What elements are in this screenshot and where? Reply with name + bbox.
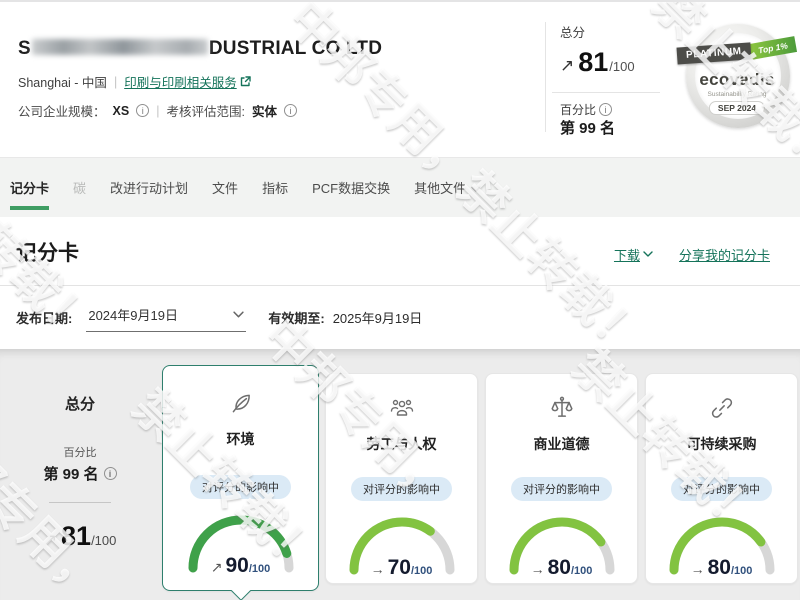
overall-score-value: 81 bbox=[61, 521, 92, 551]
info-icon[interactable] bbox=[103, 467, 117, 480]
redacted-company-name bbox=[31, 39, 208, 55]
company-size-label: 公司企业规模： bbox=[18, 105, 106, 119]
total-score-label: 总分 bbox=[560, 26, 586, 40]
theme-denominator: /100 bbox=[248, 563, 271, 575]
trend-arrow: → bbox=[690, 561, 705, 577]
theme-title: 可持续采购 bbox=[686, 436, 757, 452]
industry-link[interactable]: 印刷与印刷相关服务 bbox=[124, 72, 251, 91]
tab-pcf-exchange[interactable]: PCF数据交换 bbox=[312, 181, 391, 196]
impact-badge: 对评分的影响中 bbox=[671, 477, 772, 501]
company-name-prefix: S bbox=[18, 38, 31, 59]
overall-rank: 第 99 名 bbox=[43, 466, 99, 483]
chain-link-icon bbox=[709, 394, 735, 422]
company-location: Shanghai - 中国 bbox=[18, 76, 107, 90]
tab-bar: 记分卡 碳 改进行动计划 文件 指标 PCF数据交换 其他文件 bbox=[0, 157, 800, 217]
tab-documents[interactable]: 文件 bbox=[212, 181, 239, 196]
impact-badge: 对评分的影响中 bbox=[511, 477, 612, 501]
overall-score-panel: 总分 百分比 第 99 名 ↗ 81 /100 bbox=[0, 349, 160, 552]
horizontal-divider bbox=[552, 92, 660, 93]
total-score-denominator: /100 bbox=[609, 59, 635, 74]
vertical-divider bbox=[545, 22, 546, 132]
company-size-value: XS bbox=[112, 103, 130, 118]
external-link-icon bbox=[240, 76, 251, 87]
info-icon[interactable] bbox=[599, 103, 613, 116]
medal-date: SEP 2024 bbox=[708, 101, 766, 115]
theme-score: 70 bbox=[387, 556, 411, 579]
theme-score: 80 bbox=[707, 556, 731, 579]
assessment-scope-label: 考核评估范围: bbox=[166, 105, 245, 119]
score-gauge: → 80 /100 bbox=[504, 512, 620, 579]
valid-until-label: 有效期至: bbox=[268, 311, 325, 326]
total-score-summary: 总分 ↗ 81 /100 bbox=[560, 22, 660, 78]
tab-improvement-plan[interactable]: 改进行动计划 bbox=[110, 181, 189, 196]
theme-denominator: /100 bbox=[410, 565, 433, 577]
company-name-suffix: DUSTRIAL CO LTD bbox=[208, 38, 383, 59]
divider bbox=[49, 502, 111, 503]
tab-other-files[interactable]: 其他文件 bbox=[414, 178, 481, 197]
theme-score: 90 bbox=[225, 554, 249, 577]
tab-indicators[interactable]: 指标 bbox=[262, 181, 289, 196]
trend-arrow: → bbox=[370, 561, 385, 577]
company-header: S DUSTRIAL CO LTD Shanghai - 中国 | 印刷与印刷相关… bbox=[0, 2, 800, 157]
score-gauge: → 70 /100 bbox=[344, 512, 460, 579]
people-icon bbox=[388, 394, 416, 422]
publish-date-select[interactable]: 2024年9月19日 bbox=[86, 303, 247, 332]
share-scorecard-link[interactable]: 分享我的记分卡 bbox=[678, 248, 770, 263]
impact-badge: 对评分的影响中 bbox=[351, 477, 452, 501]
theme-title: 劳工与人权 bbox=[366, 436, 437, 452]
percentile-rank: 第 99 名 bbox=[560, 120, 616, 137]
publish-date-value: 2024年9月19日 bbox=[88, 308, 178, 323]
page-title: 记分卡 bbox=[16, 242, 79, 265]
score-gauge: ↗ 90 /100 bbox=[183, 510, 299, 577]
theme-title: 环境 bbox=[226, 431, 255, 447]
trend-arrow: → bbox=[530, 561, 545, 577]
theme-card-business-ethics[interactable]: 商业道德 对评分的影响中 → 80 /100 bbox=[485, 373, 638, 584]
chevron-down-icon bbox=[643, 251, 653, 257]
theme-card-sustainable-procurement[interactable]: 可持续采购 对评分的影响中 → 80 /100 bbox=[645, 373, 798, 584]
divider: | bbox=[113, 74, 118, 89]
overall-percentile-label: 百分比 bbox=[63, 447, 97, 459]
info-icon[interactable] bbox=[283, 104, 297, 117]
leaf-icon bbox=[228, 389, 254, 417]
theme-denominator: /100 bbox=[570, 565, 593, 577]
trend-arrow: ↗ bbox=[210, 559, 223, 575]
theme-score: 80 bbox=[547, 556, 571, 579]
trend-up-arrow-icon: ↗ bbox=[560, 56, 575, 75]
trend-up-arrow-icon: ↗ bbox=[43, 532, 58, 549]
overall-label: 总分 bbox=[64, 396, 95, 413]
chevron-down-icon bbox=[233, 310, 245, 317]
tab-scorecard[interactable]: 记分卡 bbox=[10, 178, 50, 210]
theme-card-environment[interactable]: 环境 对评分的影响中 ↗ 90 /100 bbox=[162, 365, 319, 591]
assessment-scope-value: 实体 bbox=[251, 105, 277, 119]
total-score-value: 81 bbox=[578, 47, 609, 77]
theme-denominator: /100 bbox=[730, 565, 753, 577]
medal-tagline: Sustainability Rating bbox=[707, 91, 767, 98]
download-button[interactable]: 下载 bbox=[614, 245, 653, 264]
info-icon[interactable] bbox=[136, 104, 150, 117]
theme-title: 商业道德 bbox=[533, 436, 590, 452]
overall-score-denominator: /100 bbox=[91, 533, 117, 548]
download-label: 下载 bbox=[613, 248, 640, 263]
score-overview-section: 总分 百分比 第 99 名 ↗ 81 /100 环境 对评分的影响中 bbox=[0, 349, 800, 600]
tab-carbon: 碳 bbox=[73, 181, 87, 196]
ecovadis-logo: ecovadis bbox=[699, 70, 775, 89]
divider: | bbox=[156, 103, 160, 118]
scales-icon bbox=[549, 394, 575, 422]
publish-date-label: 发布日期: bbox=[16, 311, 73, 326]
percentile-label: 百分比 bbox=[560, 103, 597, 117]
ecovadis-medal: Top 1% PLATINUM ecovadis Sustainability … bbox=[676, 18, 798, 140]
score-gauge: → 80 /100 bbox=[664, 512, 780, 579]
impact-badge: 对评分的影响中 bbox=[190, 475, 291, 499]
industry-link-label: 印刷与印刷相关服务 bbox=[124, 76, 237, 90]
section-divider bbox=[0, 285, 800, 286]
chevron-down-icon bbox=[471, 186, 481, 192]
tab-other-files-label: 其他文件 bbox=[414, 181, 467, 196]
theme-card-labor-human-rights[interactable]: 劳工与人权 对评分的影响中 → 70 /100 bbox=[325, 373, 478, 584]
company-name: S DUSTRIAL CO LTD bbox=[18, 38, 382, 60]
scorecard-header-section: 记分卡 下载 分享我的记分卡 发布日期: 2024年9月19日 有效期至: 20… bbox=[0, 217, 800, 349]
valid-until-value: 2025年9月19日 bbox=[332, 311, 423, 326]
